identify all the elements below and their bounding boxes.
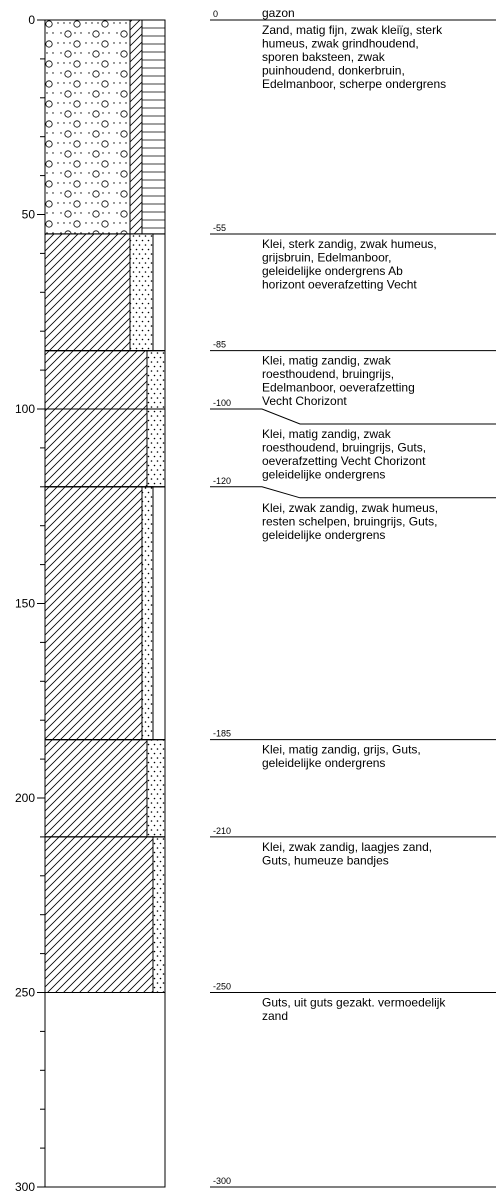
description-line: oeverafzetting Vecht Chorizont (262, 454, 426, 468)
description-line: Edelmanboor, scherpe ondergrens (262, 77, 446, 91)
description-line: geleidelijke ondergrens (262, 528, 385, 542)
boundary-label: -100 (213, 398, 231, 408)
layer-pattern (45, 351, 147, 409)
description-line: Guts, uit guts gezakt. vermoedelijk (262, 996, 446, 1010)
boundary-label: 0 (213, 9, 218, 19)
layer-pattern (45, 409, 147, 487)
borehole-log: 0 50 100 150 200 250 300 0 -55 -85 -100 -120 -185 -2… (0, 0, 496, 1193)
layer-pattern (142, 20, 165, 234)
boundary-label: -85 (213, 340, 226, 350)
description-line: roesthoudend, bruingrijs, Guts, (262, 441, 426, 455)
description-line: resten schelpen, bruingrijs, Guts, (262, 514, 437, 528)
surface-label: gazon (262, 6, 295, 20)
boundary-label: -300 (213, 1176, 231, 1186)
tick-label: 200 (15, 791, 35, 805)
boundary-label: -55 (213, 223, 226, 233)
boundary-label: -210 (213, 826, 231, 836)
layer-pattern (45, 740, 147, 837)
layer-pattern (142, 487, 153, 740)
boundary-label: -250 (213, 982, 231, 992)
depth-axis: 0 50 100 150 200 250 300 (15, 13, 45, 1193)
description-line: Klei, matig zandig, zwak (262, 427, 392, 441)
layer-pattern (130, 234, 153, 351)
layer (45, 993, 165, 1188)
description-line: zand (262, 1009, 288, 1023)
column (45, 20, 165, 1187)
descriptions: 0 -55 -85 -100 -120 -185 -210 -250 -300 gazon Zand… (210, 6, 496, 1187)
layer-pattern (45, 20, 130, 234)
tick-label: 0 (28, 13, 35, 27)
layer-pattern (147, 351, 165, 409)
boundary-line (210, 409, 496, 424)
layer-pattern (45, 234, 130, 351)
boundary-label: -120 (213, 476, 231, 486)
description-line: Edelmanboor, oeverafzetting (262, 381, 415, 395)
layer-pattern (45, 487, 142, 740)
description-line: roesthoudend, bruingrijs, (262, 367, 394, 381)
description-line: Klei, matig zandig, zwak (262, 354, 392, 368)
layer-pattern (147, 740, 165, 837)
tick-label: 50 (22, 208, 36, 222)
description-line: grijsbruin, Edelmanboor, (262, 250, 391, 264)
description-line: Vecht Chorizont (262, 394, 347, 408)
description-line: Klei, zwak zandig, laagjes zand, (262, 840, 432, 854)
description-line: horizont oeverafzetting Vecht (262, 277, 417, 291)
description-line: Klei, zwak zandig, zwak humeus, (262, 501, 438, 515)
description-line: sporen baksteen, zwak (262, 50, 386, 64)
tick-label: 300 (15, 1180, 35, 1193)
layer-pattern (45, 837, 153, 993)
tick-label: 250 (15, 986, 35, 1000)
description-line: geleidelijke ondergrens Ab (262, 264, 403, 278)
boundary-line (210, 487, 496, 498)
description-line: humeus, zwak grindhoudend, (262, 37, 419, 51)
boundary-label: -185 (213, 729, 231, 739)
layer-pattern (130, 20, 142, 234)
description-line: Klei, sterk zandig, zwak humeus, (262, 237, 437, 251)
description-line: Zand, matig fijn, zwak kleiïg, sterk (262, 23, 443, 37)
description-line: puinhoudend, donkerbruin, (262, 64, 405, 78)
layer-pattern (147, 409, 165, 487)
description-line: geleidelijke ondergrens (262, 756, 385, 770)
description-line: Klei, matig zandig, grijs, Guts, (262, 743, 421, 757)
tick-label: 150 (15, 597, 35, 611)
tick-label: 100 (15, 402, 35, 416)
description-line: geleidelijke ondergrens (262, 468, 385, 482)
layer-pattern (153, 837, 165, 993)
description-line: Guts, humeuze bandjes (262, 853, 389, 867)
